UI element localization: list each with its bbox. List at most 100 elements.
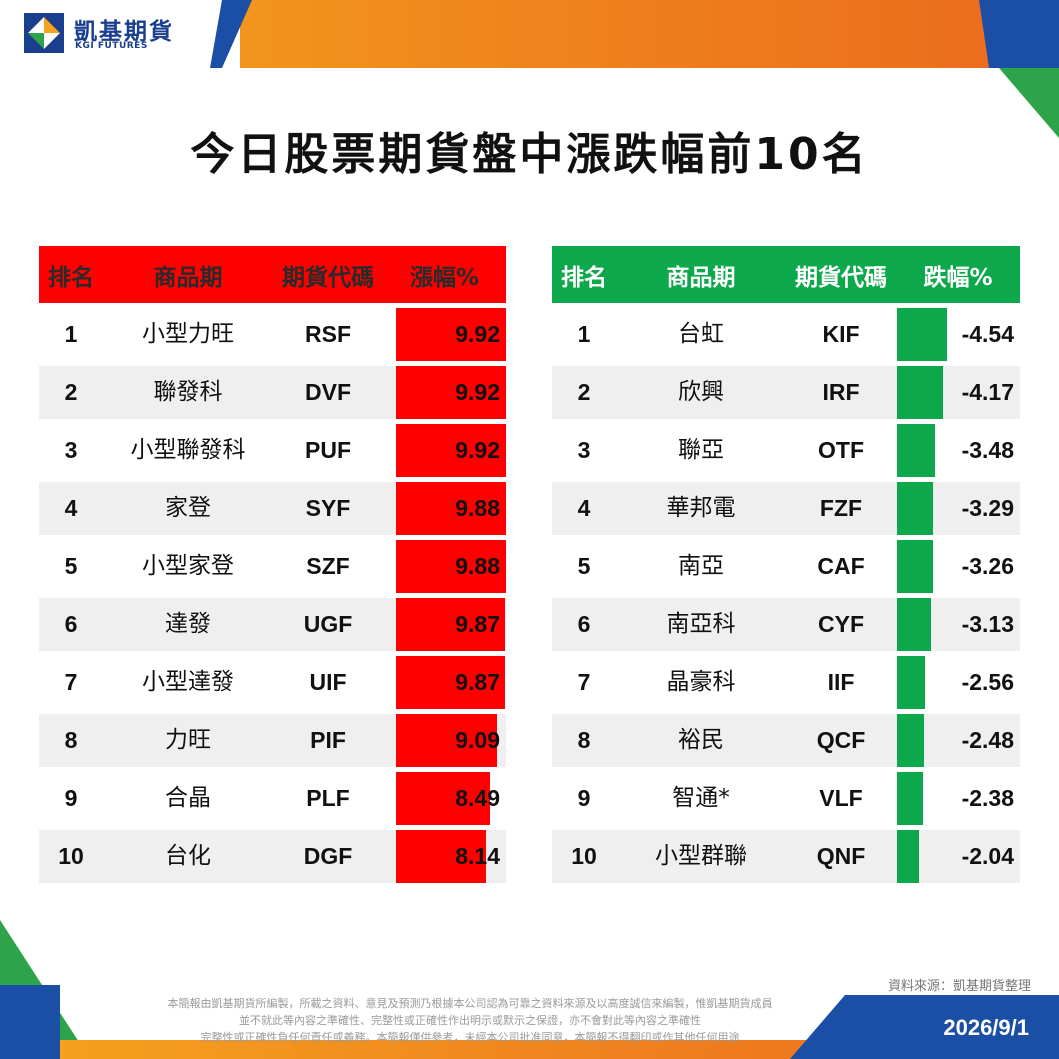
pct-cell: -2.04 — [896, 830, 1020, 883]
pct-cell: -2.48 — [896, 714, 1020, 767]
rank-cell: 4 — [64, 495, 78, 521]
product-name-cell: 聯發科 — [153, 379, 223, 405]
pct-value: 9.92 — [455, 379, 500, 405]
kgi-logo-icon — [24, 13, 64, 53]
product-name-cell: 晶豪科 — [666, 669, 736, 695]
rank-cell: 8 — [64, 727, 78, 753]
rank-cell: 7 — [64, 669, 78, 695]
futures-code-cell: SZF — [306, 553, 350, 579]
pct-value: 9.09 — [455, 727, 500, 753]
futures-code-cell: DVF — [305, 379, 351, 405]
pct-cell: 8.49 — [383, 772, 506, 825]
product-name-cell: 台化 — [165, 843, 211, 869]
header-product: 商品期 — [666, 264, 736, 291]
pct-value: -2.38 — [961, 785, 1014, 811]
futures-code-cell: OTF — [818, 437, 864, 463]
table-row: 10 小型群聯 QNF -2.04 — [552, 830, 1020, 883]
table-row: 7 小型達發 UIF 9.87 — [39, 656, 506, 709]
futures-code-cell: IIF — [827, 669, 855, 695]
pct-cell: 9.87 — [383, 656, 506, 709]
futures-code-cell: RSF — [305, 321, 351, 347]
pct-cell: 9.87 — [383, 598, 506, 651]
pct-value: -3.26 — [961, 553, 1014, 579]
pct-value: -3.13 — [961, 611, 1014, 637]
rank-cell: 6 — [64, 611, 78, 637]
rank-cell: 3 — [577, 437, 591, 463]
pct-value: -4.54 — [961, 321, 1014, 347]
futures-code-cell: VLF — [819, 785, 863, 811]
rank-cell: 9 — [577, 785, 591, 811]
futures-code-cell: CYF — [818, 611, 864, 637]
pct-cell: -4.17 — [896, 366, 1020, 419]
banner-orange-band — [215, 0, 1059, 68]
header-fall-pct: 跌幅% — [923, 264, 993, 291]
pct-value: 8.49 — [455, 785, 500, 811]
rank-cell: 1 — [577, 321, 591, 347]
header-rank: 排名 — [561, 264, 607, 291]
pct-bar — [897, 540, 933, 593]
page-title: 今日股票期貨盤中漲跌幅前10名 — [190, 129, 869, 180]
rank-cell: 7 — [577, 669, 591, 695]
product-name-cell: 裕民 — [678, 727, 724, 753]
pct-bar — [396, 830, 486, 883]
rank-cell: 3 — [64, 437, 78, 463]
data-source-note: 資料來源：凱基期貨整理 — [887, 979, 1031, 994]
pct-bar — [396, 308, 506, 361]
product-name-cell: 小型群聯 — [655, 843, 747, 869]
table-row: 4 家登 SYF 9.88 — [39, 482, 506, 535]
rank-cell: 6 — [577, 611, 591, 637]
table-row: 9 合晶 PLF 8.49 — [39, 772, 506, 825]
table-row: 6 南亞科 CYF -3.13 — [552, 598, 1020, 651]
pct-cell: -3.48 — [896, 424, 1020, 477]
top-gainers-table: 排名 商品期 期貨代碼 漲幅% 1 小型力旺 RSF 9.92 2 聯發科 DVF 9.92 3… — [39, 246, 506, 883]
header-product: 商品期 — [153, 264, 223, 291]
table-row: 5 南亞 CAF -3.26 — [552, 540, 1020, 593]
pct-value: 9.92 — [455, 437, 500, 463]
table-row: 1 台虹 KIF -4.54 — [552, 308, 1020, 361]
pct-bar — [396, 772, 490, 825]
product-name-cell: 小型達發 — [142, 669, 234, 695]
header-code: 期貨代碼 — [795, 264, 887, 291]
pct-bar — [396, 656, 505, 709]
product-name-cell: 小型家登 — [142, 553, 234, 579]
product-name-cell: 台虹 — [678, 321, 724, 347]
product-name-cell: 力旺 — [165, 727, 211, 753]
table-row: 6 達發 UGF 9.87 — [39, 598, 506, 651]
pct-cell: 9.88 — [383, 540, 506, 593]
futures-code-cell: QNF — [816, 843, 866, 869]
pct-cell: 9.88 — [383, 482, 506, 535]
table-row: 2 欣興 IRF -4.17 — [552, 366, 1020, 419]
pct-bar — [897, 598, 931, 651]
futures-code-cell: UIF — [309, 669, 347, 695]
pct-value: -2.56 — [961, 669, 1014, 695]
product-name-cell: 小型聯發科 — [130, 437, 246, 463]
pct-value: 9.87 — [455, 669, 500, 695]
pct-value: -2.48 — [961, 727, 1014, 753]
header-rise-pct: 漲幅% — [409, 264, 480, 291]
pct-cell: -4.54 — [896, 308, 1020, 361]
product-name-cell: 合晶 — [165, 785, 211, 811]
rank-cell: 2 — [577, 379, 591, 405]
product-name-cell: 南亞科 — [666, 611, 736, 637]
pct-value: 9.88 — [455, 553, 500, 579]
pct-bar — [897, 366, 943, 419]
pct-bar — [396, 714, 497, 767]
pct-cell: -3.29 — [896, 482, 1020, 535]
header-rank: 排名 — [48, 264, 94, 291]
rank-cell: 5 — [64, 553, 78, 579]
brand-name-en: KGI FUTURES — [75, 41, 148, 51]
pct-cell: 8.14 — [383, 830, 506, 883]
pct-cell: 9.92 — [383, 308, 506, 361]
product-name-cell: 小型力旺 — [142, 321, 234, 347]
pct-value: -2.04 — [961, 843, 1014, 869]
rank-cell: 2 — [64, 379, 78, 405]
futures-code-cell: QCF — [816, 727, 866, 753]
product-name-cell: 欣興 — [678, 379, 724, 405]
pct-value: -3.48 — [961, 437, 1014, 463]
pct-bar — [396, 424, 506, 477]
futures-code-cell: CAF — [817, 553, 865, 579]
header-banner: 凱基期貨 KGI FUTURES — [0, 0, 1059, 68]
pct-bar — [897, 482, 933, 535]
futures-code-cell: IRF — [822, 379, 860, 405]
report-date: 2026/9/1 — [943, 1015, 1029, 1040]
